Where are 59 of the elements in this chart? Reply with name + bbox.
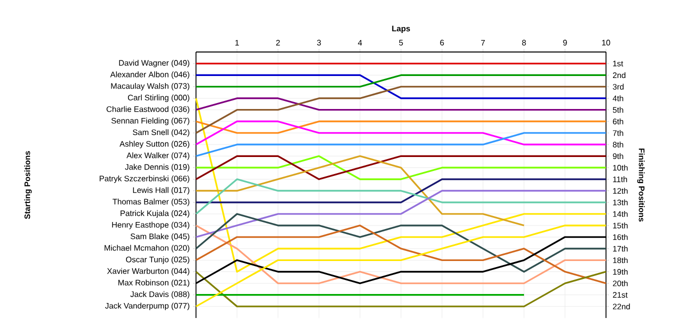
y2-tick-label: 13th bbox=[613, 199, 628, 206]
y2-tick-label: 14th bbox=[613, 210, 628, 217]
x-tick-label: 1 bbox=[235, 40, 239, 46]
series-label: Alex Walker (074) bbox=[126, 152, 190, 160]
y2-tick-label: 21st bbox=[612, 292, 628, 298]
series-label: Jack Vanderpump (077) bbox=[105, 302, 190, 310]
series-label: Patrick Kujala (024) bbox=[120, 210, 190, 218]
line-series bbox=[195, 155, 525, 226]
y2-tick-label: 10th bbox=[613, 164, 628, 171]
y2-tick-label: 18th bbox=[613, 257, 628, 264]
y2-tick-label: 1st bbox=[613, 60, 624, 66]
series-label: Jack Davis (088) bbox=[130, 291, 190, 299]
series-label: Jake Dennis (019) bbox=[125, 164, 190, 172]
series-label: Max Robinson (021) bbox=[118, 280, 190, 288]
y2-tick-label: 17th bbox=[613, 246, 628, 252]
x-tick-label: 3 bbox=[317, 40, 321, 46]
x-tick-label: 10 bbox=[602, 40, 610, 46]
y2-tick-label: 12th bbox=[613, 188, 628, 194]
series-label: Charlie Eastwood (036) bbox=[106, 106, 190, 114]
y2-tick-label: 11th bbox=[613, 176, 628, 182]
series-label: Oscar Tunjo (025) bbox=[126, 256, 190, 264]
series-label: Sam Blake (045) bbox=[130, 233, 190, 241]
y2-tick-label: 15th bbox=[613, 222, 628, 228]
x-axis-title: Laps bbox=[392, 26, 410, 33]
series-label: David Wagner (049) bbox=[119, 60, 190, 68]
y2-tick-label: 22nd bbox=[612, 303, 630, 310]
y2-tick-label: 4th bbox=[612, 95, 624, 102]
series-label: Macaulay Walsh (073) bbox=[111, 82, 190, 90]
y2-tick-label: 19th bbox=[613, 268, 628, 275]
series-label: Lewis Hall (017) bbox=[133, 187, 190, 195]
line-series bbox=[195, 213, 607, 273]
y2-axis-title: Finishing Positions bbox=[637, 148, 645, 222]
series-label: Alexander Albon (046) bbox=[110, 71, 190, 79]
x-tick-label: 7 bbox=[481, 40, 485, 46]
y2-tick-label: 2nd bbox=[612, 72, 626, 78]
y2-tick-label: 9th bbox=[612, 153, 624, 160]
series-label: Patryk Szczerbinski (066) bbox=[100, 175, 190, 183]
x-tick-label: 8 bbox=[522, 40, 526, 46]
series-label: Sam Snell (042) bbox=[132, 129, 190, 137]
x-tick-label: 2 bbox=[276, 40, 280, 46]
y2-tick-label: 16th bbox=[613, 234, 628, 240]
y2-tick-label: 20th bbox=[612, 280, 628, 286]
y2-tick-label: 6th bbox=[612, 118, 624, 124]
x-tick-label: 9 bbox=[563, 40, 567, 46]
series-label: Michael Mcmahon (020) bbox=[104, 244, 190, 252]
y2-tick-label: 5th bbox=[612, 106, 624, 113]
series-label: Carl Stirling (000) bbox=[128, 94, 190, 102]
series-label: Sennan Fielding (067) bbox=[111, 118, 190, 126]
text: Starting Positions bbox=[24, 151, 32, 219]
x-tick-label: 4 bbox=[358, 40, 362, 46]
x-tick-label: 6 bbox=[440, 40, 444, 46]
y2-tick-label: 7th bbox=[612, 130, 624, 136]
series-label: Xavier Warburton (044) bbox=[107, 268, 190, 276]
x-tick-label: 5 bbox=[399, 40, 403, 46]
series-label: Thomas Balmer (053) bbox=[112, 198, 190, 206]
series-label: Ashley Sutton (026) bbox=[120, 140, 190, 148]
y2-tick-label: 8th bbox=[612, 142, 624, 148]
series-label: Henry Easthope (034) bbox=[112, 222, 190, 230]
y2-tick-label: 3rd bbox=[612, 84, 624, 90]
